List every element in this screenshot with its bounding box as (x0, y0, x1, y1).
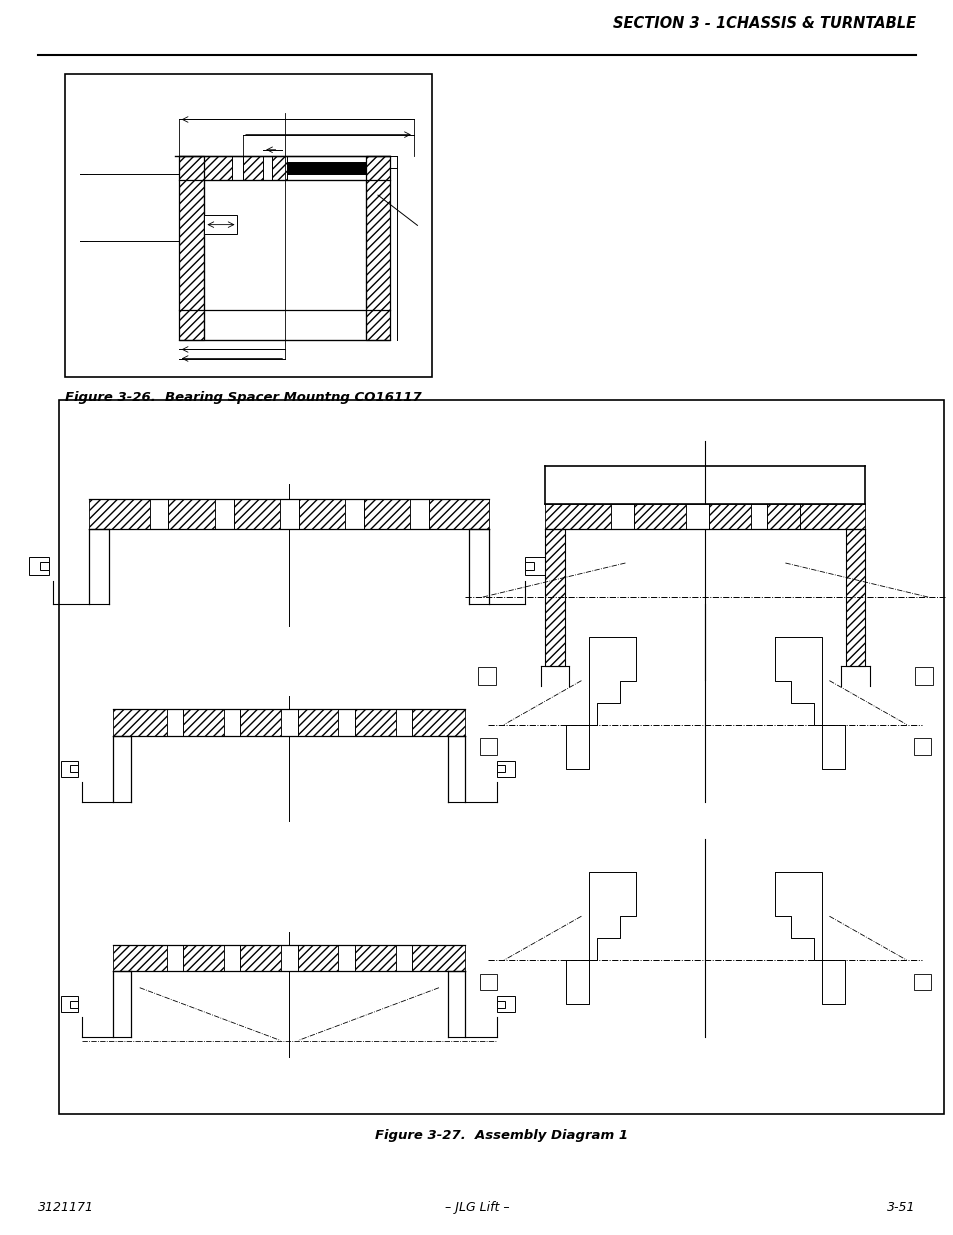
Bar (750, 504, 766, 529)
Bar (845, 529, 864, 666)
Bar (71, 1000, 78, 1008)
Bar (363, 499, 410, 529)
Bar (214, 499, 233, 529)
Bar (167, 709, 183, 736)
Bar (167, 945, 183, 971)
Text: 3121171: 3121171 (38, 1202, 94, 1214)
Bar (287, 162, 366, 174)
Bar (240, 945, 281, 971)
Bar (479, 974, 497, 990)
Bar (224, 945, 240, 971)
Bar (545, 529, 564, 666)
Bar (297, 709, 338, 736)
Bar (169, 499, 214, 529)
Bar (150, 499, 169, 529)
Bar (40, 562, 50, 571)
Bar (183, 709, 224, 736)
Bar (355, 709, 395, 736)
Bar (204, 180, 366, 341)
Bar (65, 74, 432, 377)
Bar (263, 156, 273, 180)
Bar (525, 557, 545, 576)
Bar (395, 709, 412, 736)
Bar (280, 499, 298, 529)
Bar (412, 945, 465, 971)
Bar (914, 667, 931, 685)
Bar (477, 667, 496, 685)
Bar (913, 739, 930, 755)
Bar (497, 761, 514, 777)
Bar (479, 739, 497, 755)
Bar (610, 504, 633, 529)
Bar (633, 504, 685, 529)
Bar (497, 1000, 504, 1008)
Text: Figure 3-26.  Bearing Spacer Mountng CO16117: Figure 3-26. Bearing Spacer Mountng CO16… (65, 391, 421, 405)
Bar (708, 504, 750, 529)
Bar (183, 945, 224, 971)
Bar (298, 499, 345, 529)
Bar (71, 764, 78, 772)
Bar (281, 709, 297, 736)
Bar (800, 504, 864, 529)
Text: Figure 3-27.  Assembly Diagram 1: Figure 3-27. Assembly Diagram 1 (375, 1129, 628, 1142)
Bar (913, 974, 930, 990)
Bar (766, 504, 800, 529)
Bar (338, 709, 355, 736)
Text: SECTION 3 - 1CHASSIS & TURNTABLE: SECTION 3 - 1CHASSIS & TURNTABLE (612, 16, 915, 31)
Bar (204, 215, 237, 235)
Bar (345, 499, 363, 529)
Bar (273, 156, 287, 180)
Bar (233, 499, 280, 529)
Bar (59, 400, 943, 1114)
Bar (113, 709, 167, 736)
Bar (243, 156, 263, 180)
Bar (90, 499, 150, 529)
Bar (545, 504, 610, 529)
Bar (412, 709, 465, 736)
Text: 3-51: 3-51 (886, 1202, 915, 1214)
Bar (232, 156, 243, 180)
Bar (204, 156, 232, 180)
Bar (178, 156, 204, 341)
Bar (685, 504, 708, 529)
Text: – JLG Lift –: – JLG Lift – (444, 1202, 509, 1214)
Bar (60, 997, 78, 1013)
Bar (224, 709, 240, 736)
Bar (60, 761, 78, 777)
Bar (497, 997, 514, 1013)
Bar (338, 945, 355, 971)
Bar (240, 709, 281, 736)
Bar (366, 156, 390, 341)
Bar (297, 945, 338, 971)
Bar (395, 945, 412, 971)
Bar (281, 945, 297, 971)
Bar (355, 945, 395, 971)
Bar (410, 499, 429, 529)
Bar (497, 764, 504, 772)
Bar (429, 499, 489, 529)
Bar (30, 557, 50, 576)
Bar (525, 562, 534, 571)
Bar (113, 945, 167, 971)
